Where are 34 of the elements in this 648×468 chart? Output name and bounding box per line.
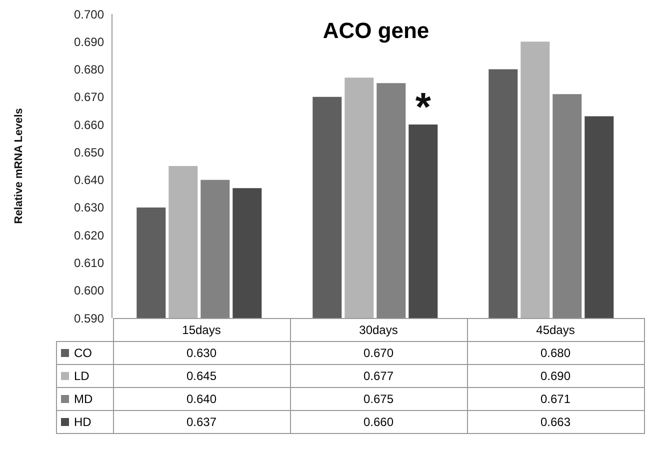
data-label: 0.640: [113, 388, 290, 410]
legend-label: CO: [56, 342, 113, 364]
x-tick-label: 15days: [113, 318, 290, 342]
y-tick-label: 0.680: [74, 62, 104, 77]
annotation: *: [415, 86, 432, 130]
data-label: 0.637: [113, 410, 290, 434]
y-tick-label: 0.640: [74, 173, 104, 188]
y-tick-label: 0.690: [74, 34, 104, 49]
y-tick-label: 0.610: [74, 256, 104, 270]
x-tick-label: 30days: [290, 318, 467, 342]
y-axis-title: Relative mRNA Levels: [12, 108, 25, 224]
y-tick-label: 0.630: [74, 200, 104, 215]
legend-label: MD: [56, 388, 113, 410]
data-label: 0.663: [467, 410, 644, 434]
data-label: 0.645: [113, 364, 290, 388]
data-label: 0.630: [113, 342, 290, 364]
y-tick-label: 0.650: [74, 145, 104, 160]
data-label: 0.670: [290, 342, 467, 364]
y-tick-label: 0.600: [74, 284, 104, 298]
data-label: 0.660: [290, 410, 467, 434]
data-label: 0.677: [290, 364, 467, 388]
data-label: 0.671: [467, 388, 644, 410]
y-tick-label: 0.660: [74, 118, 104, 132]
data-label: 0.675: [290, 388, 467, 410]
legend-label: HD: [56, 410, 113, 434]
data-label: 0.680: [467, 342, 644, 364]
data-label: 0.690: [467, 364, 644, 388]
y-tick-label: 0.620: [74, 228, 104, 242]
x-tick-label: 45days: [467, 318, 644, 342]
legend-label: LD: [56, 364, 113, 388]
y-tick-label: 0.590: [74, 311, 104, 326]
chart-title: ACO gene: [322, 18, 430, 44]
y-tick-label: 0.700: [74, 7, 104, 22]
y-tick-label: 0.670: [74, 90, 104, 104]
